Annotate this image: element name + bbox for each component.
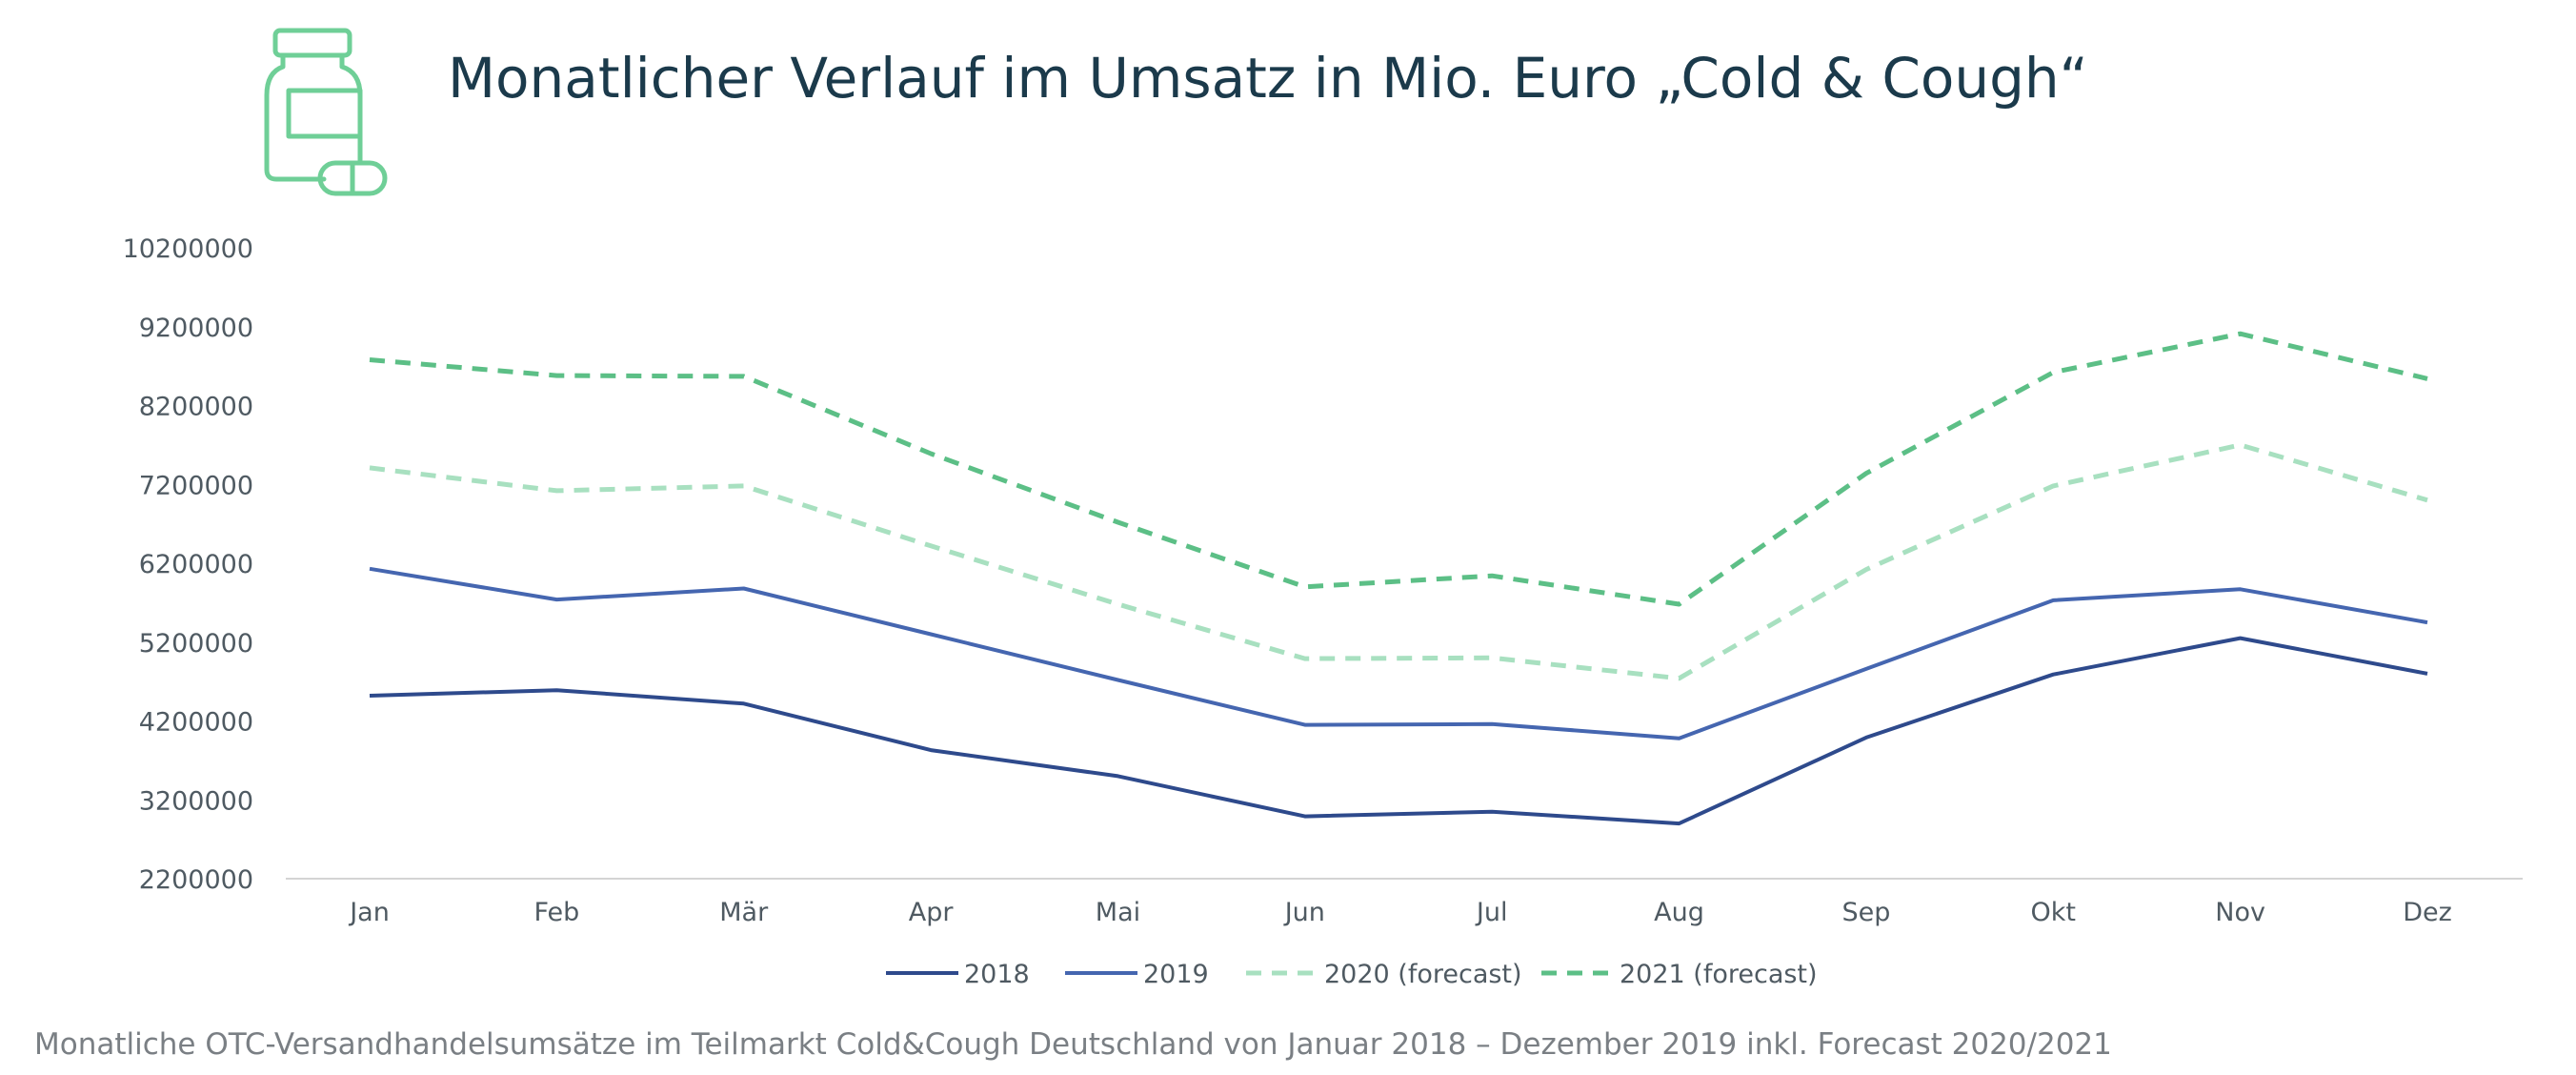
medicine-bottle-icon: [264, 28, 388, 196]
y-tick-label: 2200000: [139, 865, 253, 895]
x-tick-label: Jul: [1475, 898, 1508, 927]
y-tick-label: 9200000: [139, 314, 253, 343]
y-axis: 10200000 9200000 8200000 7200000 6200000 5200…: [123, 234, 253, 895]
chart-title: Monatlicher Verlauf im Umsatz in Mio. Eu…: [448, 46, 2088, 111]
x-tick-label: Jan: [348, 898, 390, 927]
x-tick-label: Jun: [1283, 898, 1325, 927]
x-tick-label: Apr: [909, 898, 955, 927]
legend-label-1: 2018: [964, 960, 1030, 989]
x-tick-label: Dez: [2403, 898, 2452, 927]
x-tick-label: Mai: [1096, 898, 1140, 927]
legend: 2018 2019 2020 (forecast) 2021 (forecast): [886, 960, 1818, 989]
chart-caption: Monatliche OTC-Versandhandelsumsätze im …: [34, 1027, 2112, 1062]
y-tick-label: 10200000: [123, 234, 253, 264]
x-tick-label: Sep: [1841, 898, 1890, 927]
legend-label-3: 2020 (forecast): [1324, 960, 1522, 989]
legend-label-4: 2021 (forecast): [1620, 960, 1818, 989]
legend-label-2: 2019: [1143, 960, 1209, 989]
y-tick-label: 4200000: [139, 708, 253, 738]
x-tick-label: Aug: [1654, 898, 1704, 927]
y-tick-label: 5200000: [139, 629, 253, 659]
series-line-2: [369, 566, 2428, 740]
x-tick-label: Mär: [719, 898, 769, 927]
series-line-1: [369, 636, 2428, 826]
y-tick-label: 8200000: [139, 393, 253, 422]
y-tick-label: 7200000: [139, 471, 253, 500]
series-line-4: [369, 331, 2428, 607]
series-line-3: [369, 442, 2428, 681]
x-tick-label: Okt: [2031, 898, 2076, 927]
y-tick-label: 6200000: [139, 550, 253, 579]
y-tick-label: 3200000: [139, 786, 253, 816]
x-tick-label: Nov: [2215, 898, 2265, 927]
x-tick-label: Feb: [533, 898, 579, 927]
series-layer: [369, 331, 2428, 826]
x-axis: Jan Feb Mär Apr Mai Jun Jul Aug Sep Okt Nov Dez: [348, 898, 2452, 927]
